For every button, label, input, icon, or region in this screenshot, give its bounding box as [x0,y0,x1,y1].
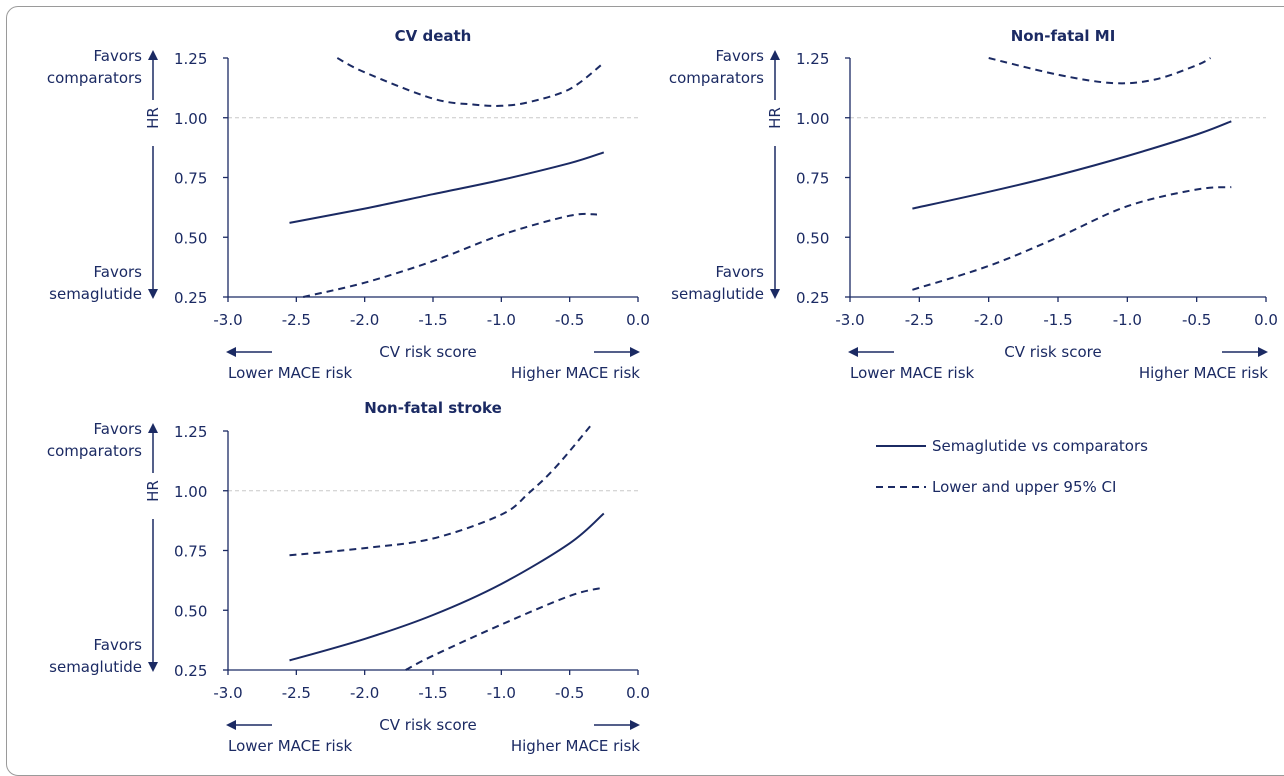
arrow-down-icon [770,289,780,299]
y-tick-label: 1.25 [174,50,207,68]
favors-comparators-label: comparators [47,442,142,460]
arrow-up-icon [148,423,158,433]
y-axis-label: HR [144,480,162,502]
chart-panel-3: Non-fatal stroke 1.25 1.00 0.75 0.50 0.25 -3.0… [47,399,650,755]
y-tick-label: 0.75 [174,170,207,188]
favors-semaglutide-label: Favors [94,263,143,281]
chart-panel-2: Non-fatal MI 1.25 1.00 0.75 0.50 0.25 -3.0 -2.5… [669,27,1278,382]
x-axis-label: CV risk score [1004,343,1101,361]
chart-panel-1: CV death 1.25 1.00 0.75 0.50 0.25 -3.0 -2.5 -2.0… [47,27,650,382]
arrow-right-icon [1258,347,1268,357]
x-tick-label: -2.0 [350,684,379,702]
arrow-right-icon [630,720,640,730]
lower-mace-risk-label: Lower MACE risk [850,364,975,382]
arrow-up-icon [770,50,780,60]
x-axis-label: CV risk score [379,343,476,361]
lower-mace-risk-label: Lower MACE risk [228,737,353,755]
x-tick-label: -2.5 [282,684,311,702]
x-tick-label: -1.0 [487,684,516,702]
x-tick-label: 0.0 [626,311,650,329]
favors-semaglutide-label: Favors [716,263,765,281]
x-tick-label: -0.5 [1182,311,1211,329]
y-tick-label: 0.50 [174,602,207,620]
x-tick-label: -0.5 [555,684,584,702]
x-tick-label: -2.0 [974,311,1003,329]
favors-comparators-label: Favors [716,47,765,65]
x-tick-label: -3.0 [835,311,864,329]
chart-title: CV death [395,27,472,45]
x-tick-label: -2.5 [282,311,311,329]
series-line-ci [405,586,605,671]
higher-mace-risk-label: Higher MACE risk [511,737,640,755]
series-line-ci [988,57,1211,85]
y-tick-label: 1.00 [174,110,207,128]
x-tick-label: 0.0 [626,684,650,702]
higher-mace-risk-label: Higher MACE risk [511,364,640,382]
series-line-ci [302,212,598,298]
series-line-ci [289,425,591,557]
y-tick-label: 1.25 [174,423,207,441]
y-tick-label: 0.75 [796,170,829,188]
y-axis-label: HR [766,107,784,129]
y-tick-label: 0.75 [174,543,207,561]
arrow-down-icon [148,289,158,299]
arrow-down-icon [148,662,158,672]
arrow-left-icon [226,347,236,357]
chart-title: Non-fatal MI [1011,27,1116,45]
y-tick-label: 1.25 [796,50,829,68]
favors-comparators-label: Favors [94,47,143,65]
series-line-ci [912,186,1232,291]
x-tick-label: -1.5 [1043,311,1072,329]
arrow-up-icon [148,50,158,60]
figure: CV death 1.25 1.00 0.75 0.50 0.25 -3.0 -2.5 -2.0… [47,27,1278,755]
y-tick-label: 0.50 [796,229,829,247]
x-axis-label: CV risk score [379,716,476,734]
favors-comparators-label: Favors [94,420,143,438]
series-line-ci [336,57,605,107]
y-tick-label: 1.00 [174,483,207,501]
x-tick-label: -2.0 [350,311,379,329]
x-tick-label: -3.0 [213,684,242,702]
favors-semaglutide-label: Favors [94,636,143,654]
x-tick-label: -1.0 [1113,311,1142,329]
chart-title: Non-fatal stroke [364,399,502,417]
favors-semaglutide-label: semaglutide [49,285,142,303]
x-tick-label: -1.5 [418,684,447,702]
y-tick-label: 0.25 [174,289,207,307]
y-tick-label: 0.50 [174,229,207,247]
x-tick-label: -1.0 [487,311,516,329]
x-tick-label: 0.0 [1254,311,1278,329]
x-tick-label: -3.0 [213,311,242,329]
lower-mace-risk-label: Lower MACE risk [228,364,353,382]
favors-semaglutide-label: semaglutide [49,658,142,676]
favors-semaglutide-label: semaglutide [671,285,764,303]
legend-label: Lower and upper 95% CI [932,478,1116,496]
legend-label: Semaglutide vs comparators [932,437,1148,455]
arrow-right-icon [630,347,640,357]
arrow-left-icon [848,347,858,357]
y-axis-label: HR [144,107,162,129]
favors-comparators-label: comparators [669,69,764,87]
series-line-estimate [912,120,1232,210]
x-tick-label: -1.5 [418,311,447,329]
favors-comparators-label: comparators [47,69,142,87]
x-tick-label: -0.5 [555,311,584,329]
y-tick-label: 0.25 [796,289,829,307]
y-tick-label: 0.25 [174,662,207,680]
series-line-estimate [289,512,605,662]
arrow-left-icon [226,720,236,730]
x-tick-label: -2.5 [905,311,934,329]
series-line-estimate [289,151,605,224]
y-tick-label: 1.00 [796,110,829,128]
higher-mace-risk-label: Higher MACE risk [1139,364,1268,382]
legend: Semaglutide vs comparators Lower and uppe… [876,437,1148,496]
